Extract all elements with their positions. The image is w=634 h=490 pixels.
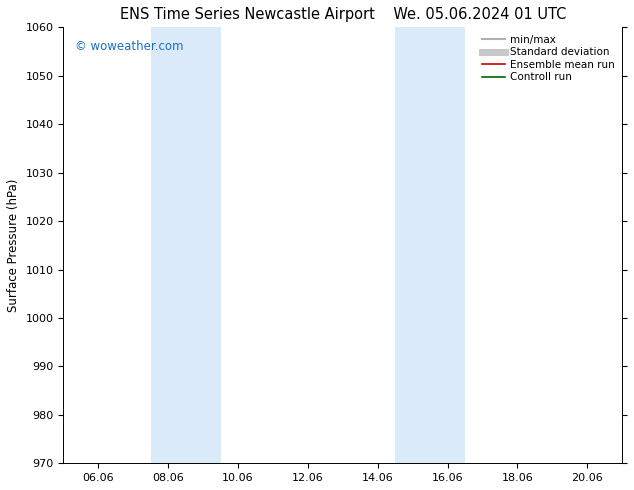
Title: ENS Time Series Newcastle Airport    We. 05.06.2024 01 UTC: ENS Time Series Newcastle Airport We. 05…: [120, 7, 566, 22]
Text: © woweather.com: © woweather.com: [75, 40, 183, 53]
Y-axis label: Surface Pressure (hPa): Surface Pressure (hPa): [7, 179, 20, 312]
Bar: [151, 27, 221, 464]
Legend: min/max, Standard deviation, Ensemble mean run, Controll run: min/max, Standard deviation, Ensemble me…: [478, 30, 619, 87]
Bar: [395, 27, 465, 464]
